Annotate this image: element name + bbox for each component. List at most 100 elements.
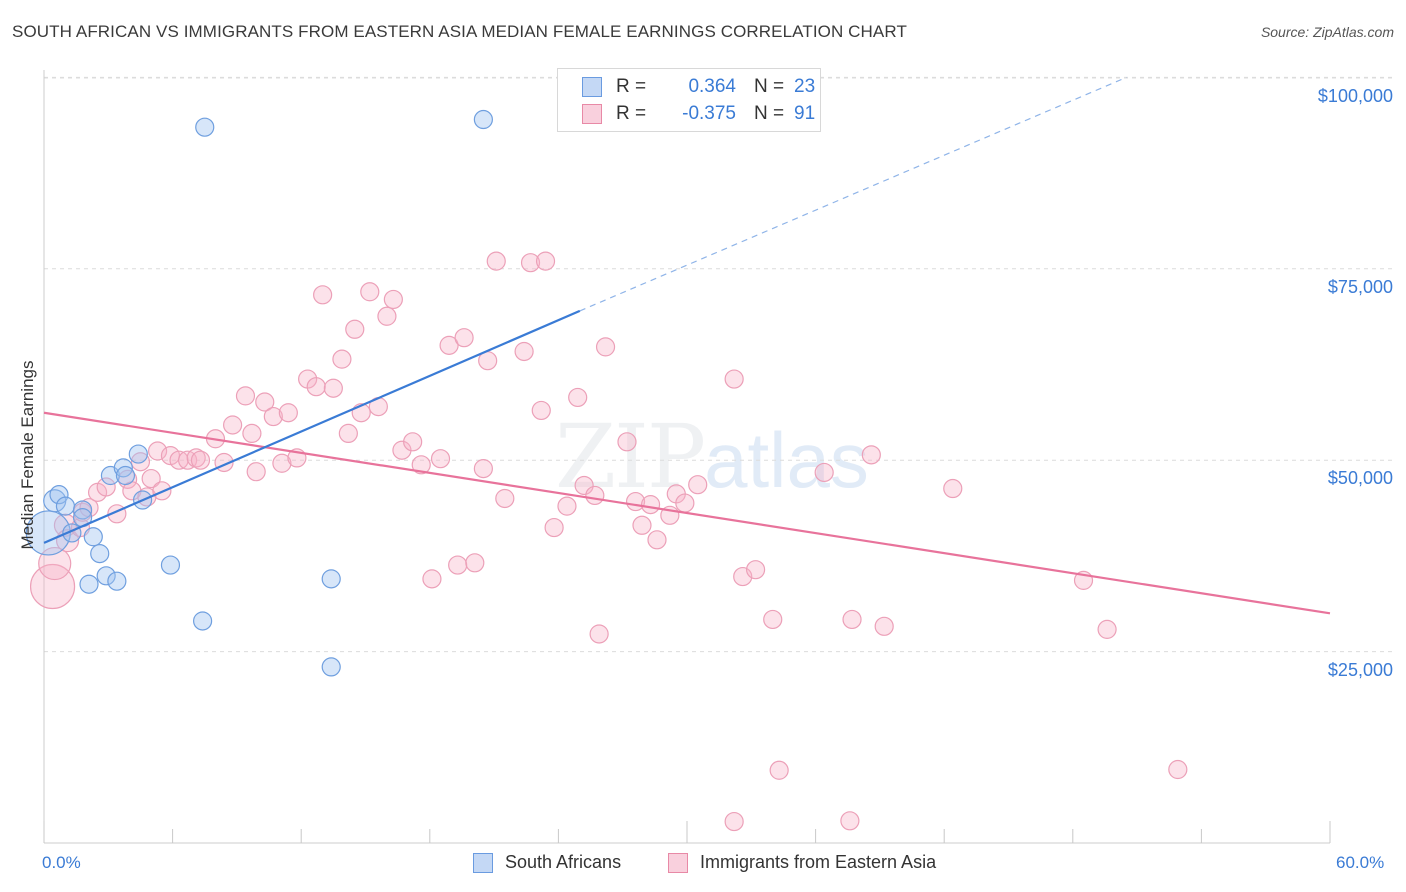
data-point-eastern-asia bbox=[345, 319, 365, 339]
data-point-eastern-asia bbox=[544, 517, 564, 538]
data-point-south-africans bbox=[473, 109, 493, 130]
data-point-south-africans bbox=[83, 527, 103, 547]
data-point-eastern-asia bbox=[589, 624, 609, 644]
legend-swatch-blue bbox=[582, 77, 602, 97]
data-point-south-africans bbox=[128, 444, 148, 464]
y-axis-title: Median Female Earnings bbox=[18, 360, 37, 550]
legend-n-value: 23 bbox=[794, 76, 816, 97]
data-point-eastern-asia bbox=[769, 760, 789, 780]
data-point-eastern-asia bbox=[1168, 759, 1188, 780]
data-point-eastern-asia bbox=[495, 488, 515, 509]
data-point-eastern-asia bbox=[724, 811, 744, 832]
watermark-atlas: atlas bbox=[704, 416, 869, 504]
data-point-eastern-asia bbox=[360, 282, 380, 302]
data-point-eastern-asia bbox=[332, 349, 352, 369]
data-point-eastern-asia bbox=[1097, 619, 1117, 639]
y-tick-label-25000: $25,000 bbox=[1327, 660, 1393, 680]
legend-r-label: R = bbox=[616, 76, 647, 97]
data-point-eastern-asia bbox=[255, 392, 275, 412]
data-point-eastern-asia bbox=[323, 378, 343, 398]
data-point-eastern-asia bbox=[263, 406, 283, 427]
data-point-eastern-asia bbox=[647, 530, 667, 550]
data-point-south-africans bbox=[195, 117, 215, 137]
legend-item-eastern-asia: Immigrants from Eastern Asia bbox=[668, 852, 936, 873]
data-point-eastern-asia bbox=[272, 453, 292, 473]
data-point-eastern-asia bbox=[313, 285, 333, 305]
data-point-eastern-asia bbox=[473, 459, 493, 479]
data-point-eastern-asia bbox=[465, 553, 485, 573]
chart-title: SOUTH AFRICAN VS IMMIGRANTS FROM EASTERN… bbox=[12, 22, 907, 41]
chart-source: Source: ZipAtlas.com bbox=[1260, 24, 1394, 40]
legend-row-south-africans: R = 0.364 N = 23 bbox=[558, 73, 815, 101]
data-point-south-africans bbox=[55, 496, 76, 516]
legend-swatch-pink bbox=[582, 104, 602, 124]
data-point-eastern-asia bbox=[585, 485, 605, 506]
data-point-south-africans bbox=[49, 485, 69, 505]
legend-n-value: 91 bbox=[794, 103, 816, 124]
data-point-eastern-asia bbox=[617, 432, 637, 452]
data-point-eastern-asia bbox=[141, 468, 161, 489]
data-point-eastern-asia bbox=[814, 462, 834, 483]
data-point-south-africans bbox=[25, 510, 71, 556]
y-tick-label-75000: $75,000 bbox=[1327, 277, 1393, 297]
y-tick-label-100000: $100,000 bbox=[1317, 86, 1393, 106]
data-point-eastern-asia bbox=[861, 445, 881, 465]
data-point-south-africans bbox=[321, 569, 341, 589]
data-point-south-africans bbox=[72, 500, 93, 520]
data-point-south-africans bbox=[160, 555, 181, 575]
legend-swatch-pink bbox=[668, 852, 688, 873]
legend-n-label: N = bbox=[754, 103, 785, 124]
data-point-eastern-asia bbox=[96, 477, 116, 497]
data-point-south-africans bbox=[79, 574, 99, 594]
data-point-eastern-asia bbox=[448, 555, 468, 575]
data-point-eastern-asia bbox=[874, 616, 894, 636]
data-point-eastern-asia bbox=[454, 328, 474, 348]
watermark: ZIPatlas bbox=[555, 405, 869, 508]
series-legend: South Africans Immigrants from Eastern A… bbox=[0, 852, 1406, 878]
data-point-south-africans bbox=[107, 571, 127, 591]
data-point-eastern-asia bbox=[383, 289, 403, 310]
data-point-eastern-asia bbox=[130, 452, 151, 472]
legend-item-south-africans: South Africans bbox=[473, 852, 621, 873]
data-point-eastern-asia bbox=[688, 475, 708, 495]
y-tick-label-50000: $50,000 bbox=[1327, 468, 1393, 488]
data-point-eastern-asia bbox=[520, 253, 541, 273]
data-point-eastern-asia bbox=[675, 493, 695, 513]
data-point-eastern-asia bbox=[943, 478, 963, 499]
legend-row-eastern-asia: R = -0.375 N = 91 bbox=[558, 100, 815, 128]
data-point-eastern-asia bbox=[223, 415, 243, 435]
trendline-south-africans-projection bbox=[579, 76, 1127, 312]
watermark-zip: ZIP bbox=[555, 405, 706, 508]
legend-r-label: R = bbox=[616, 103, 647, 124]
data-point-eastern-asia bbox=[763, 609, 783, 630]
data-point-eastern-asia bbox=[514, 341, 534, 362]
data-point-south-africans bbox=[113, 458, 133, 478]
correlation-legend: R = 0.364 N = 23 R = -0.375 N = 91 bbox=[557, 68, 821, 132]
x-tick-label-min: 0.0% bbox=[42, 853, 81, 872]
data-point-eastern-asia bbox=[246, 462, 266, 482]
data-point-south-africans bbox=[193, 611, 213, 631]
data-point-eastern-asia bbox=[568, 387, 588, 408]
legend-n-label: N = bbox=[754, 76, 785, 97]
data-point-south-africans bbox=[321, 657, 341, 677]
data-point-eastern-asia bbox=[745, 560, 766, 580]
data-point-eastern-asia bbox=[29, 563, 76, 610]
data-point-eastern-asia bbox=[242, 423, 262, 444]
data-point-eastern-asia bbox=[306, 377, 326, 397]
data-point-eastern-asia bbox=[842, 609, 862, 630]
legend-label-south-africans: South Africans bbox=[505, 852, 622, 872]
legend-swatch-blue bbox=[473, 852, 493, 873]
data-point-eastern-asia bbox=[531, 400, 551, 421]
data-point-eastern-asia bbox=[338, 423, 358, 444]
data-point-eastern-asia bbox=[640, 495, 661, 515]
trendline-eastern-asia bbox=[43, 411, 1331, 615]
data-point-eastern-asia bbox=[38, 546, 72, 581]
data-point-south-africans bbox=[115, 465, 136, 486]
data-point-eastern-asia bbox=[278, 403, 298, 423]
data-point-south-africans bbox=[90, 544, 110, 564]
legend-r-value: -0.375 bbox=[682, 103, 736, 124]
data-point-eastern-asia bbox=[190, 450, 211, 470]
data-point-eastern-asia bbox=[595, 337, 616, 357]
data-point-eastern-asia bbox=[235, 386, 256, 406]
